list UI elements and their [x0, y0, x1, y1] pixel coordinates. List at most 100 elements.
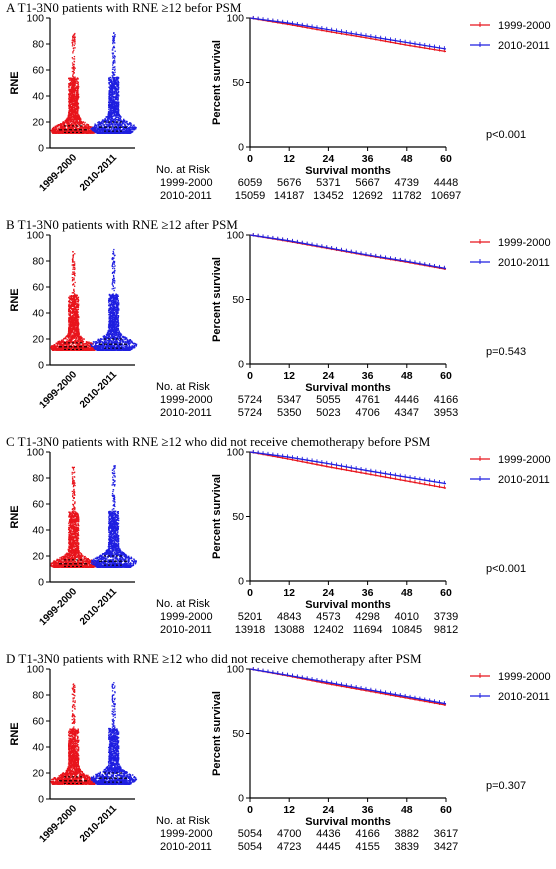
rne-ytick-label: 40	[32, 742, 44, 754]
rne-ytick-label: 40	[32, 308, 44, 320]
legend-item-1999-2000: 1999-2000	[470, 20, 551, 32]
rne-ytick-label: 100	[26, 664, 44, 676]
risk-cell: 5347	[277, 394, 301, 406]
risk-cell: 5350	[277, 407, 301, 419]
rne-ytick-label: 20	[32, 551, 44, 563]
risk-cell: 4166	[434, 394, 458, 406]
risk-cell: 6059	[238, 177, 262, 189]
risk-group-label: 2010-2011	[160, 190, 212, 202]
km-curve-2010-2011	[249, 668, 447, 705]
rne-ytick-label: 60	[32, 499, 44, 511]
km-ylabel: Percent survival	[211, 40, 223, 125]
rne-ylabel: RNE	[9, 71, 21, 94]
risk-cell: 4706	[355, 407, 379, 419]
risk-cell: 3739	[434, 611, 458, 623]
km-xtick-label: 36	[362, 804, 374, 816]
risk-cell: 4166	[355, 828, 379, 840]
km-censor-marks	[252, 15, 445, 50]
risk-cell: 10697	[431, 190, 462, 202]
km-ytick-label: 50	[232, 728, 244, 740]
rne-ytick-label: 100	[26, 230, 44, 242]
km-censor-marks	[252, 232, 445, 270]
p-value: p<0.001	[486, 563, 526, 575]
risk-group-label: 1999-2000	[160, 611, 213, 623]
km-ytick-label: 0	[238, 576, 244, 588]
km-xtick-label: 60	[440, 587, 452, 599]
risk-cell: 5667	[355, 177, 379, 189]
km-xtick-label: 12	[283, 370, 295, 382]
risk-cell: 4739	[395, 177, 419, 189]
risk-table-header: No. at Risk	[156, 381, 210, 393]
risk-cell: 3839	[395, 841, 419, 853]
risk-cell: 5371	[316, 177, 340, 189]
risk-cell: 4448	[434, 177, 458, 189]
legend-item-2010-2011: 2010-2011	[470, 257, 550, 269]
legend-label: 2010-2011	[498, 257, 550, 269]
km-ylabel: Percent survival	[211, 474, 223, 559]
rne-dots-2010-2011	[90, 32, 137, 134]
risk-table-header: No. at Risk	[156, 164, 210, 176]
legend-label: 1999-2000	[498, 454, 551, 466]
risk-cell: 13088	[274, 624, 305, 636]
km-xtick-label: 48	[401, 587, 413, 599]
legend-item-2010-2011: 2010-2011	[470, 40, 550, 52]
risk-group-label: 1999-2000	[160, 828, 213, 840]
km-xtick-label: 24	[323, 587, 335, 599]
panel-title: B T1-3N0 patients with RNE ≥12 after PSM	[6, 217, 238, 232]
km-xtick-label: 48	[401, 370, 413, 382]
rne-dots-2010-2011	[90, 682, 138, 785]
km-ytick-label: 0	[238, 359, 244, 371]
panel-charts: 020406080100RNE1999-20002010-20110501000…	[9, 664, 551, 854]
rne-ytick-label: 60	[32, 65, 44, 77]
rne-axes: 0 20 40 60 80 100 RNE	[9, 664, 135, 806]
p-value: p<0.001	[486, 129, 526, 141]
legend-label: 1999-2000	[498, 237, 551, 249]
risk-cell: 4155	[355, 841, 379, 853]
risk-cell: 14187	[274, 190, 305, 202]
rne-ytick-label: 40	[32, 91, 44, 103]
km-xtick-label: 0	[247, 804, 253, 816]
risk-table-header: No. at Risk	[156, 815, 210, 827]
km-xtick-label: 24	[323, 370, 335, 382]
rne-ytick-label: 20	[32, 334, 44, 346]
rne-dots-1999-2000	[50, 251, 97, 351]
risk-cell: 5724	[238, 407, 262, 419]
panel-title: C T1-3N0 patients with RNE ≥12 who did n…	[6, 434, 431, 449]
rne-ytick-label: 40	[32, 525, 44, 537]
km-ytick-label: 0	[238, 793, 244, 805]
risk-cell: 4446	[395, 394, 419, 406]
rne-group-label: 2010-2011	[78, 586, 120, 628]
risk-cell: 4843	[277, 611, 301, 623]
legend-label: 1999-2000	[498, 20, 551, 32]
km-xtick-label: 12	[283, 804, 295, 816]
km-axes: 0 50 100 0 12 24 36 48 60 Percent survival Surviva…	[211, 230, 452, 395]
rne-ytick-label: 80	[32, 39, 44, 51]
risk-cell: 4445	[316, 841, 340, 853]
legend-item-1999-2000: 1999-2000	[470, 454, 551, 466]
km-xtick-label: 60	[440, 153, 452, 165]
panel-charts: 020406080100RNE1999-20002010-20110501000…	[9, 13, 551, 203]
km-ytick-label: 0	[238, 142, 244, 154]
panel-d: D T1-3N0 patients with RNE ≥12 who did n…	[0, 651, 556, 868]
rne-group-label: 1999-2000	[38, 803, 80, 845]
km-xtick-label: 0	[247, 587, 253, 599]
risk-cell: 4573	[316, 611, 340, 623]
risk-cell: 5054	[238, 828, 262, 840]
panel-charts: 020406080100RNE1999-20002010-20110501000…	[9, 447, 551, 637]
km-xtick-label: 36	[362, 370, 374, 382]
km-ytick-label: 100	[226, 447, 244, 459]
legend-label: 2010-2011	[498, 474, 550, 486]
risk-cell: 11782	[392, 190, 422, 202]
panel-title: D T1-3N0 patients with RNE ≥12 who did n…	[6, 651, 422, 666]
panel-b: B T1-3N0 patients with RNE ≥12 after PSM…	[0, 217, 556, 434]
km-axes: 0 50 100 0 12 24 36 48 60 Percent survival Surviva…	[211, 13, 452, 178]
km-ytick-label: 50	[232, 77, 244, 89]
risk-cell: 10845	[392, 624, 423, 636]
rne-group-label: 1999-2000	[38, 152, 80, 194]
legend-item-1999-2000: 1999-2000	[470, 671, 551, 683]
panel-charts: 020406080100RNE1999-20002010-20110501000…	[9, 230, 551, 420]
risk-group-label: 2010-2011	[160, 841, 212, 853]
km-xlabel: Survival months	[305, 816, 391, 828]
risk-cell: 5054	[238, 841, 262, 853]
